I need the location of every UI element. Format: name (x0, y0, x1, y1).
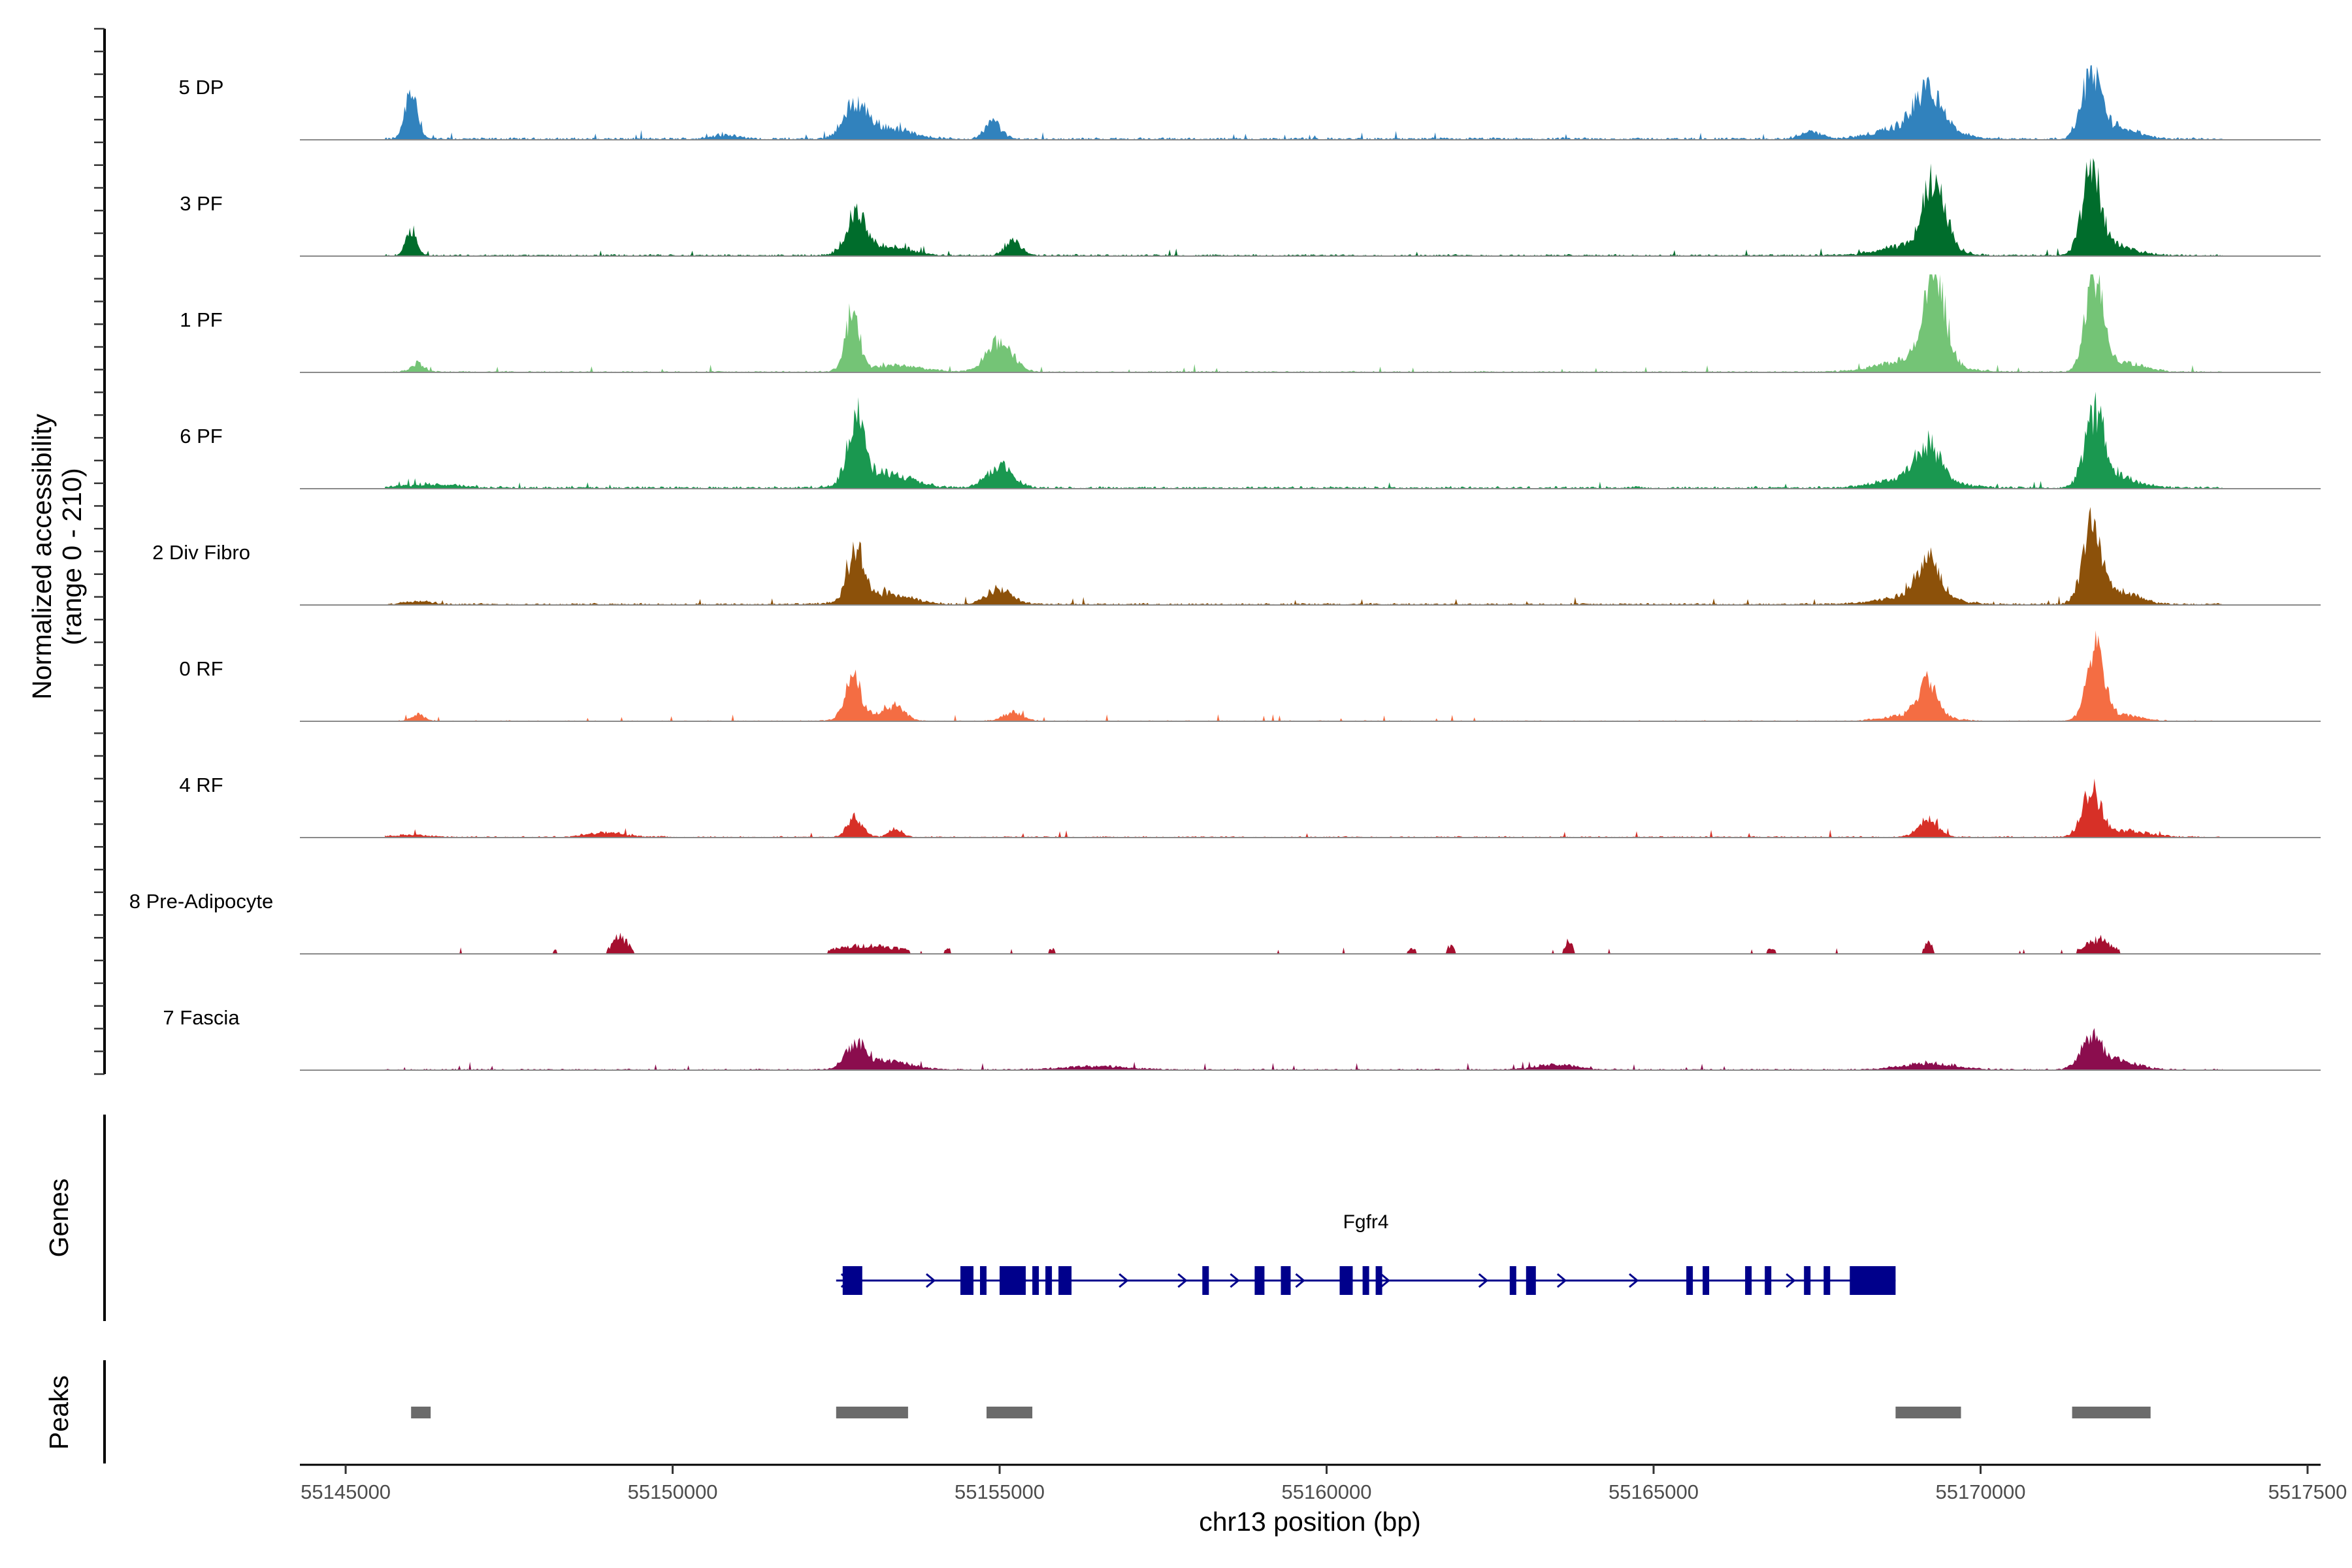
genes-label: Genes (44, 1179, 74, 1258)
peak-region (836, 1407, 908, 1418)
coverage-area (385, 274, 2223, 372)
y-axis-title: Normalized accessibility (range 0 - 210) (27, 414, 87, 700)
track-2-div-fibro: 2 Div Fibro (152, 507, 2321, 606)
gene-name-label: Fgfr4 (1343, 1211, 1389, 1233)
exon (1045, 1266, 1053, 1295)
track-label: 4 RF (179, 774, 223, 796)
exon (1339, 1266, 1353, 1295)
coverage-area (385, 1028, 2223, 1070)
x-tick-label: 55155000 (955, 1480, 1045, 1503)
track-label: 7 Fascia (163, 1006, 240, 1029)
track-7-fascia: 7 Fascia (163, 1006, 2321, 1071)
genes-section: Genes Fgfr4 (44, 1115, 1896, 1321)
exon (1000, 1266, 1026, 1295)
coverage-area (385, 391, 2223, 489)
track-label: 5 DP (179, 76, 224, 99)
x-tick-label: 5517500 (2268, 1480, 2347, 1503)
peak-region (411, 1407, 431, 1418)
x-tick-label: 55150000 (628, 1480, 718, 1503)
track-4-rf: 4 RF (179, 774, 2321, 838)
y-axis-title-line2: (range 0 - 210) (57, 468, 87, 645)
x-axis: 55145000 55150000 55155000 55160000 55165000… (300, 1463, 2347, 1503)
peak-regions (411, 1407, 2151, 1418)
peak-region (1895, 1407, 1961, 1418)
exon (980, 1266, 987, 1295)
strand-arrow (925, 1273, 936, 1288)
exon (1202, 1266, 1209, 1295)
track-3-pf: 3 PF (180, 158, 2321, 257)
exon (1281, 1266, 1291, 1295)
track-label: 0 RF (179, 657, 223, 680)
peaks-section: Peaks (44, 1360, 2151, 1463)
exon (1526, 1266, 1536, 1295)
coverage-axis (94, 27, 106, 1075)
coverage-area (385, 507, 2223, 605)
exon (1703, 1266, 1710, 1295)
x-tick-label: 55145000 (301, 1480, 391, 1503)
coverage-area (385, 778, 2223, 838)
strand-arrow (1295, 1273, 1305, 1288)
peak-region (2072, 1407, 2151, 1418)
exon (1686, 1266, 1693, 1295)
exon (1032, 1266, 1039, 1295)
coverage-area (385, 932, 2223, 954)
strand-arrow (1380, 1273, 1390, 1288)
strand-arrow (1119, 1273, 1129, 1288)
exon (1850, 1266, 1896, 1295)
coverage-tracks: 5 DP 3 PF 1 PF 6 PF 2 Div Fibro 0 RF 4 RF 8 Pre… (129, 65, 2321, 1071)
exon (1745, 1266, 1752, 1295)
x-axis-title: chr13 position (bp) (1199, 1507, 1421, 1537)
track-5-dp: 5 DP (179, 65, 2321, 140)
track-8-pre-adipocyte: 8 Pre-Adipocyte (129, 890, 2321, 955)
y-axis-title-line1: Normalized accessibility (27, 414, 57, 700)
strand-arrow (1230, 1273, 1240, 1288)
coverage-area (385, 158, 2223, 256)
exon (842, 1266, 862, 1295)
track-label: 2 Div Fibro (152, 541, 250, 564)
exon (1362, 1266, 1369, 1295)
exon (1765, 1266, 1772, 1295)
exon (960, 1266, 973, 1295)
coverage-area (385, 65, 2223, 140)
strand-arrow (1786, 1273, 1796, 1288)
peaks-label: Peaks (44, 1375, 74, 1450)
x-tick-label: 55160000 (1282, 1480, 1372, 1503)
exon (1804, 1266, 1811, 1295)
gene-fgfr4: Fgfr4 (836, 1211, 1896, 1295)
peak-region (987, 1407, 1033, 1418)
track-label: 3 PF (180, 192, 222, 215)
strand-arrow (1556, 1273, 1567, 1288)
track-label: 1 PF (180, 308, 222, 331)
exon (1509, 1266, 1516, 1295)
coverage-area (385, 630, 2223, 721)
x-tick-label: 55170000 (1936, 1480, 2026, 1503)
strand-arrow (1478, 1273, 1489, 1288)
strand-arrow (1629, 1273, 1639, 1288)
track-6-pf: 6 PF (180, 391, 2321, 489)
track-1-pf: 1 PF (180, 274, 2321, 373)
strand-arrow (1177, 1273, 1188, 1288)
x-tick-label: 55165000 (1609, 1480, 1699, 1503)
exon (1823, 1266, 1831, 1295)
exon (1375, 1266, 1382, 1295)
gene-models: Fgfr4 (836, 1211, 1896, 1295)
exon (1254, 1266, 1265, 1295)
track-label: 8 Pre-Adipocyte (129, 890, 274, 913)
exon (1058, 1266, 1072, 1295)
track-0-rf: 0 RF (179, 630, 2321, 722)
track-label: 6 PF (180, 425, 222, 448)
